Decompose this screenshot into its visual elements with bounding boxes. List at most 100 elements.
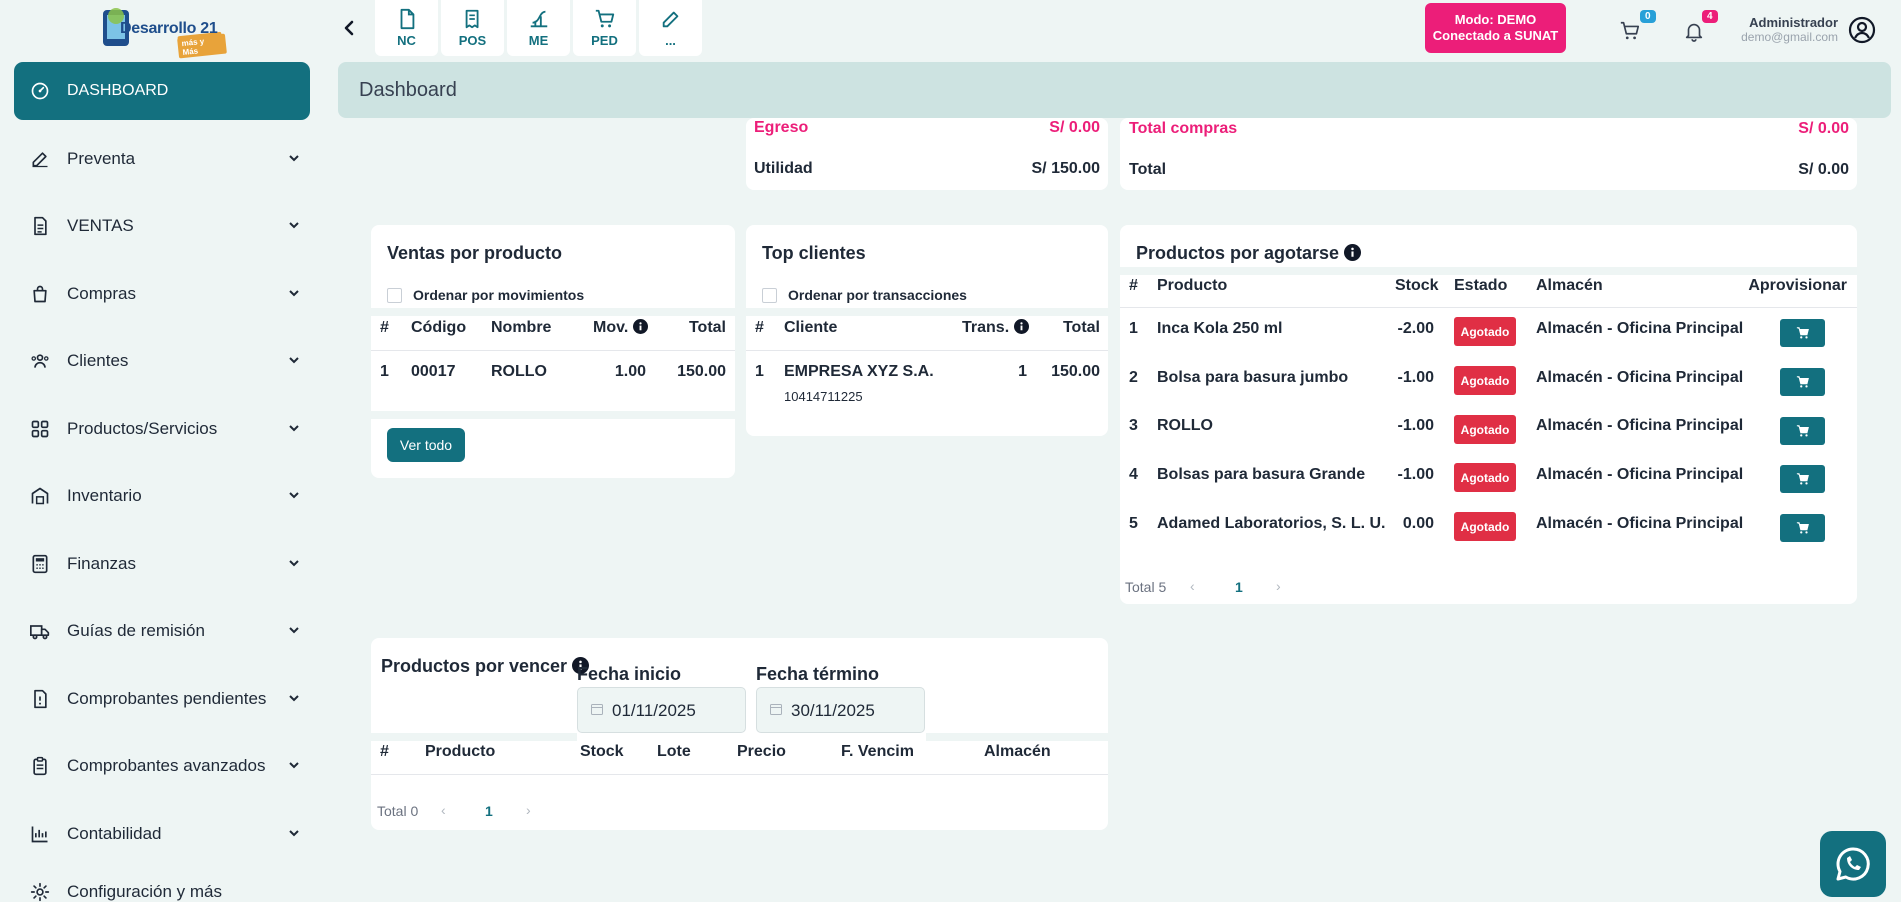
pagination-prev-icon[interactable]: ‹	[441, 802, 446, 818]
cell-stock: -1.00	[1397, 466, 1434, 483]
quick-nc-button[interactable]: NC	[375, 0, 438, 56]
cell-producto: Inca Kola 250 ml	[1157, 320, 1283, 337]
aprovisionar-button[interactable]	[1780, 368, 1825, 396]
sidebar-item-label: Guías de remisión	[67, 621, 205, 640]
pagination-next-icon[interactable]: ›	[526, 802, 531, 818]
cart-count-badge: 0	[1640, 10, 1656, 23]
sidebar-item-comprobantes-avanzados[interactable]: Comprobantes avanzados	[14, 737, 310, 795]
warehouse-icon	[31, 487, 49, 505]
sidebar-item-inventario[interactable]: Inventario	[14, 467, 310, 525]
card-divider	[371, 733, 577, 741]
gear-icon	[30, 882, 50, 902]
sidebar-item-dashboard[interactable]: DASHBOARD	[14, 62, 310, 120]
pagination-next-icon[interactable]: ›	[1276, 578, 1281, 594]
aprovisionar-button[interactable]	[1780, 319, 1825, 347]
sidebar-item-clientes[interactable]: Clientes	[14, 332, 310, 390]
cart-icon[interactable]	[1619, 20, 1641, 42]
summary-card-left: Egreso S/ 0.00 Utilidad S/ 150.00	[746, 118, 1108, 190]
mode-title: Modo: DEMO	[1454, 12, 1537, 27]
quick-label: PED	[591, 33, 618, 48]
info-icon[interactable]	[1013, 319, 1029, 334]
pagination-prev-icon[interactable]: ‹	[1190, 578, 1195, 594]
egreso-label: Egreso	[754, 119, 809, 136]
col-header: Stock	[580, 743, 624, 760]
sidebar-item-comprobantes-pendientes[interactable]: Comprobantes pendientes	[14, 670, 310, 728]
aprovisionar-button[interactable]	[1780, 417, 1825, 445]
col-header-mov: Mov.	[593, 319, 648, 337]
users-icon	[31, 354, 49, 368]
sidebar-item-label: Preventa	[67, 148, 136, 168]
brand-name: Desarrollo 21	[120, 20, 218, 37]
status-badge: Agotado	[1454, 366, 1516, 395]
cell-codigo: 00017	[411, 363, 456, 380]
status-badge: Agotado	[1454, 512, 1516, 541]
ordenar-movimientos-checkbox[interactable]	[387, 288, 402, 303]
grid-icon	[31, 420, 49, 437]
cell-stock: -1.00	[1397, 369, 1434, 386]
brand-tagline: más y Más	[177, 33, 227, 59]
table-header-divider	[746, 350, 1108, 351]
cell-trans: 1	[1018, 363, 1027, 380]
quick-more-button[interactable]: ...	[639, 0, 702, 56]
collapse-sidebar-icon[interactable]	[340, 18, 360, 38]
quick-pos-button[interactable]: POS	[441, 0, 504, 56]
cell-almacen: Almacén - Oficina Principal	[1536, 466, 1744, 483]
col-header: Cliente	[784, 319, 838, 336]
sidebar-item-guias-remision[interactable]: Guías de remisión	[14, 602, 310, 660]
aprovisionar-button[interactable]	[1780, 465, 1825, 493]
pagination-page[interactable]: 1	[485, 803, 493, 819]
calendar-icon	[770, 704, 782, 715]
user-avatar-icon[interactable]	[1848, 16, 1876, 44]
fecha-inicio-input[interactable]: 01/11/2025	[577, 687, 746, 733]
user-email: demo@gmail.com	[1741, 30, 1838, 44]
whatsapp-button[interactable]	[1820, 831, 1886, 897]
sidebar-item-preventa[interactable]: Preventa	[14, 130, 310, 188]
cart-icon	[1796, 327, 1809, 339]
cell-almacen: Almacén - Oficina Principal	[1536, 320, 1744, 337]
sidebar-item-configuracion[interactable]: Configuración y más	[14, 872, 310, 902]
ordenar-transacciones-checkbox[interactable]	[762, 288, 777, 303]
info-icon[interactable]	[632, 319, 648, 334]
info-icon[interactable]	[1344, 244, 1362, 261]
sidebar-item-finanzas[interactable]: Finanzas	[14, 535, 310, 593]
quick-ped-button[interactable]: PED	[573, 0, 636, 56]
col-header: Mov.	[593, 319, 629, 336]
sidebar-item-compras[interactable]: Compras	[14, 265, 310, 323]
cell-stock: -1.00	[1397, 417, 1434, 434]
info-icon[interactable]	[572, 657, 590, 674]
aprovisionar-button[interactable]	[1780, 514, 1825, 542]
sidebar-item-contabilidad[interactable]: Contabilidad	[14, 805, 310, 863]
chevron-down-icon	[289, 222, 299, 229]
quick-label: POS	[458, 33, 487, 48]
cell-total: 150.00	[1051, 363, 1100, 380]
card-title-wrap: Productos por vencer	[381, 656, 590, 677]
cell-n: 1	[1129, 320, 1138, 337]
sidebar-item-label: Configuración y más	[67, 882, 222, 901]
cell-nombre: ROLLO	[491, 363, 547, 380]
brand-logo[interactable]: Desarrollo 21 más y Más	[100, 6, 227, 59]
mode-status: Conectado a SUNAT	[1432, 28, 1559, 43]
bell-icon[interactable]	[1683, 20, 1705, 42]
col-header: Producto	[425, 743, 496, 760]
col-header: Total	[688, 319, 726, 336]
document-icon	[34, 216, 47, 236]
fecha-termino-input[interactable]: 30/11/2025	[756, 687, 925, 733]
card-divider	[746, 308, 1108, 316]
cart-icon	[1796, 522, 1809, 534]
col-header: #	[380, 319, 389, 336]
sidebar-item-label: Comprobantes pendientes	[67, 688, 267, 708]
sidebar-item-ventas[interactable]: VENTAS	[14, 197, 310, 255]
pagination-page[interactable]: 1	[1235, 579, 1243, 595]
table-header-divider	[371, 350, 735, 351]
ver-todo-button[interactable]: Ver todo	[387, 428, 465, 462]
chart-icon	[31, 826, 48, 842]
status-badge: Agotado	[1454, 317, 1516, 346]
pending-document-icon	[34, 689, 47, 708]
sidebar-item-label: Contabilidad	[67, 823, 162, 843]
sidebar-item-productos-servicios[interactable]: Productos/Servicios	[14, 400, 310, 458]
shopping-bag-icon	[33, 285, 47, 302]
mode-badge[interactable]: Modo: DEMO Conectado a SUNAT	[1425, 3, 1566, 53]
cell-n: 2	[1129, 369, 1138, 386]
chevron-down-icon	[289, 424, 299, 431]
quick-me-button[interactable]: ME	[507, 0, 570, 56]
